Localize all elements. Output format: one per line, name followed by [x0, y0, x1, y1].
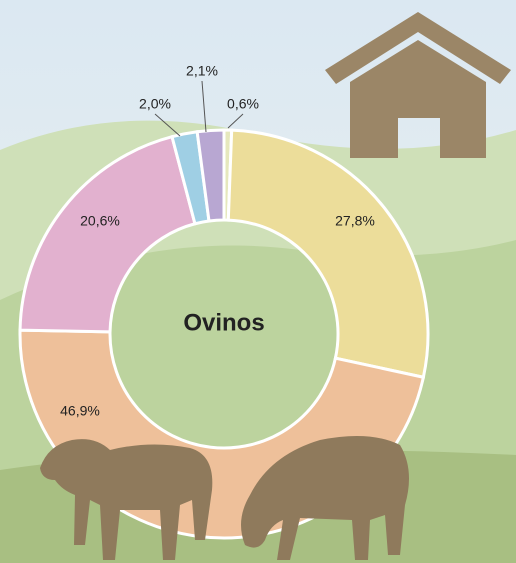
value-label: 20,6% [80, 213, 120, 229]
donut-slice [226, 128, 430, 380]
sheep-silhouettes [40, 436, 409, 560]
value-label: 46,9% [60, 403, 100, 419]
leader-line [201, 80, 207, 133]
leader-line [154, 113, 181, 137]
house-icon [325, 12, 511, 158]
leader-line [227, 113, 244, 129]
center-label: Ovinos [183, 309, 264, 336]
value-label: 27,8% [335, 213, 375, 229]
value-label: 0,6% [227, 96, 259, 112]
donut-slice [18, 134, 197, 334]
value-label: 2,1% [186, 63, 218, 79]
value-label: 2,0% [139, 96, 171, 112]
